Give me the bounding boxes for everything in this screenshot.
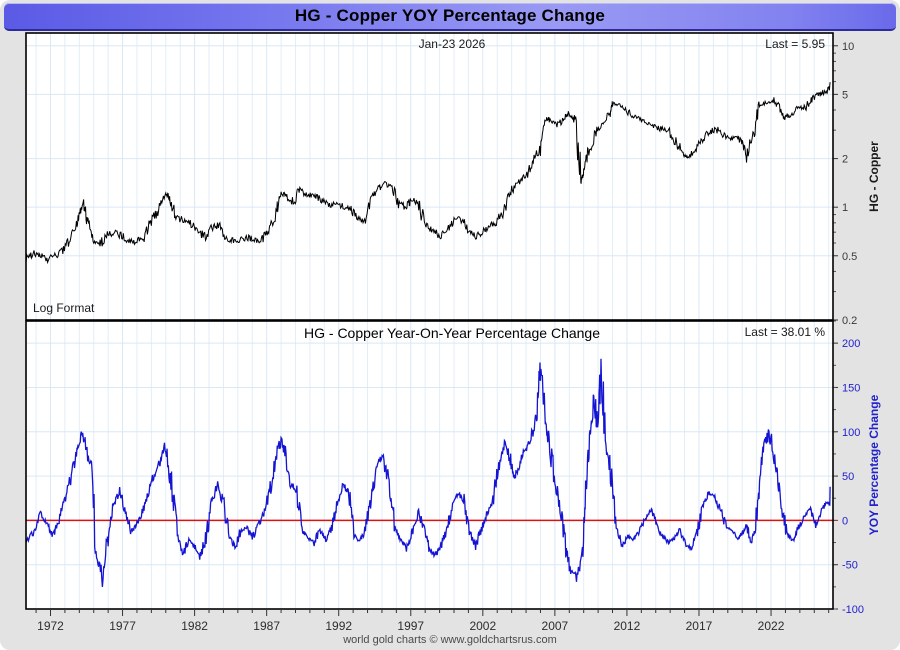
price-ytick-label: 5 xyxy=(842,89,848,101)
price-series-line xyxy=(26,82,831,265)
x-axis-label: 2017 xyxy=(686,619,713,633)
yoy-ytick-label: -100 xyxy=(842,604,864,616)
x-axis-label: 1997 xyxy=(397,619,424,633)
window-title: HG - Copper YOY Percentage Change xyxy=(294,6,606,25)
yoy-ytick-label: 50 xyxy=(842,471,854,483)
price-last-value: Last = 5.95 xyxy=(765,37,825,51)
x-axis-label: 1992 xyxy=(325,619,352,633)
yoy-plot-background xyxy=(26,321,833,609)
yoy-ytick-label: -50 xyxy=(842,560,858,572)
x-axis-label: 2007 xyxy=(542,619,569,633)
yoy-ytick-label: 0 xyxy=(842,515,848,527)
price-ytick-label: 1 xyxy=(842,202,848,214)
x-axis-label: 1972 xyxy=(37,619,64,633)
x-axis-label: 2022 xyxy=(758,619,785,633)
yoy-ytick-label: 200 xyxy=(842,338,860,350)
price-ytick-label: 10 xyxy=(842,41,854,53)
yoy-series-line xyxy=(26,358,831,587)
price-ytick-label: 2 xyxy=(842,154,848,166)
price-date-stamp: Jan-23 2026 xyxy=(419,37,486,51)
x-axis: 1972 1977 1982 1987 1992 1997 2002 2007 2012 2017… xyxy=(35,609,830,633)
grid-lines xyxy=(35,33,830,609)
price-axis: 0.2 0.5 1 2 5 10 xyxy=(26,41,857,327)
yoy-plot-frame xyxy=(25,320,834,610)
yoy-sub-title: HG - Copper Year-On-Year Percentage Chan… xyxy=(304,325,600,341)
x-axis-label: 1982 xyxy=(181,619,208,633)
footer-credit: world gold charts © www.goldchartsrus.co… xyxy=(342,634,557,646)
x-axis-label: 2012 xyxy=(614,619,641,633)
price-plot-frame xyxy=(25,32,834,321)
x-axis-label: 1977 xyxy=(109,619,136,633)
window-title-bar: HG - Copper YOY Percentage Change xyxy=(4,3,896,31)
price-ytick-label: 0.2 xyxy=(842,315,857,327)
price-axis-title: HG - Copper xyxy=(867,141,881,212)
yoy-axis: -100 -50 0 50 100 150 200 xyxy=(26,320,864,616)
price-log-format-note: Log Format xyxy=(33,301,95,315)
chart-stage: 0.2 0.5 1 2 5 10 -100 -50 0 50 100 150 200 1972 1977 19… xyxy=(0,31,900,650)
yoy-last-value: Last = 38.01 % xyxy=(745,325,826,339)
price-ytick-label: 0.5 xyxy=(842,251,857,263)
yoy-ytick-label: 150 xyxy=(842,382,860,394)
x-axis-label: 1987 xyxy=(253,619,280,633)
price-plot-background xyxy=(26,33,833,320)
x-axis-label: 2002 xyxy=(469,619,496,633)
yoy-axis-title: YOY Percentage Change xyxy=(867,394,881,535)
yoy-ytick-label: 100 xyxy=(842,427,860,439)
